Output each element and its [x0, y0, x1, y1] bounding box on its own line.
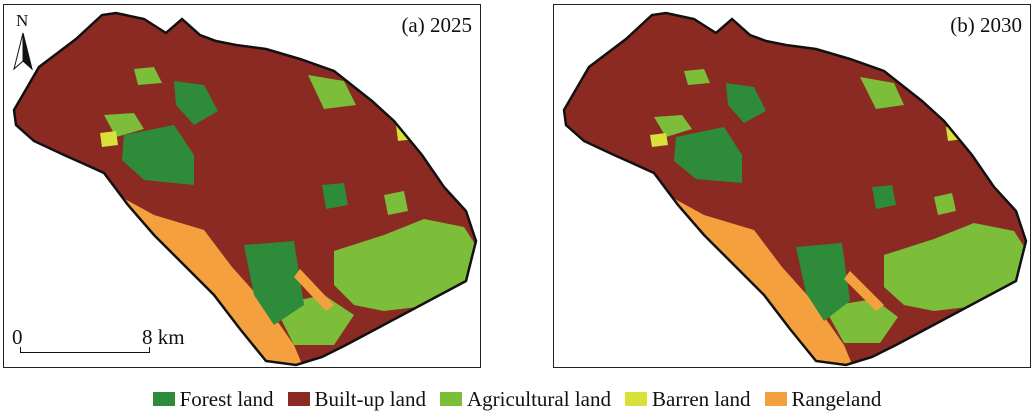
land-use-map-2025 [12, 11, 478, 367]
scale-bar-line [20, 347, 150, 353]
legend-item-built-up: Built-up land [287, 386, 426, 412]
legend-label: Rangeland [791, 386, 882, 411]
legend-swatch [152, 392, 175, 406]
legend-swatch [764, 392, 787, 406]
scale-bar-end: 8 km [142, 325, 185, 349]
legend-item-agricultural: Agricultural land [439, 386, 611, 412]
scale-bar: 0 8 km [12, 319, 202, 359]
north-arrow: N [10, 11, 36, 75]
map-panel-2025: N (a) 2025 0 8 km [3, 4, 481, 368]
legend-item-barren: Barren land [625, 387, 751, 412]
legend-label: Forest land [179, 386, 274, 411]
land-use-map-2030 [562, 11, 1028, 367]
study-area-boundary [562, 11, 1028, 367]
scale-bar-start: 0 [12, 325, 23, 349]
legend-label: Agricultural land [466, 386, 611, 411]
legend-swatch [287, 392, 310, 406]
north-arrow-letter: N [16, 11, 29, 30]
map-panel-2030: (b) 2030 [553, 4, 1031, 368]
legend-item-rangeland: Rangeland [764, 386, 882, 412]
legend-label: Built-up land [314, 386, 426, 411]
legend-swatch [625, 392, 647, 406]
north-arrow-icon [13, 32, 33, 71]
legend-item-forest: Forest land [152, 386, 274, 412]
legend-label: Barren land [652, 386, 751, 411]
study-area-boundary [12, 11, 478, 367]
panel-label-2025: (a) 2025 [401, 13, 472, 37]
map-legend: Forest land Built-up land Agricultural l… [0, 384, 1034, 414]
legend-swatch [439, 392, 462, 406]
panel-label-2030: (b) 2030 [950, 13, 1022, 37]
